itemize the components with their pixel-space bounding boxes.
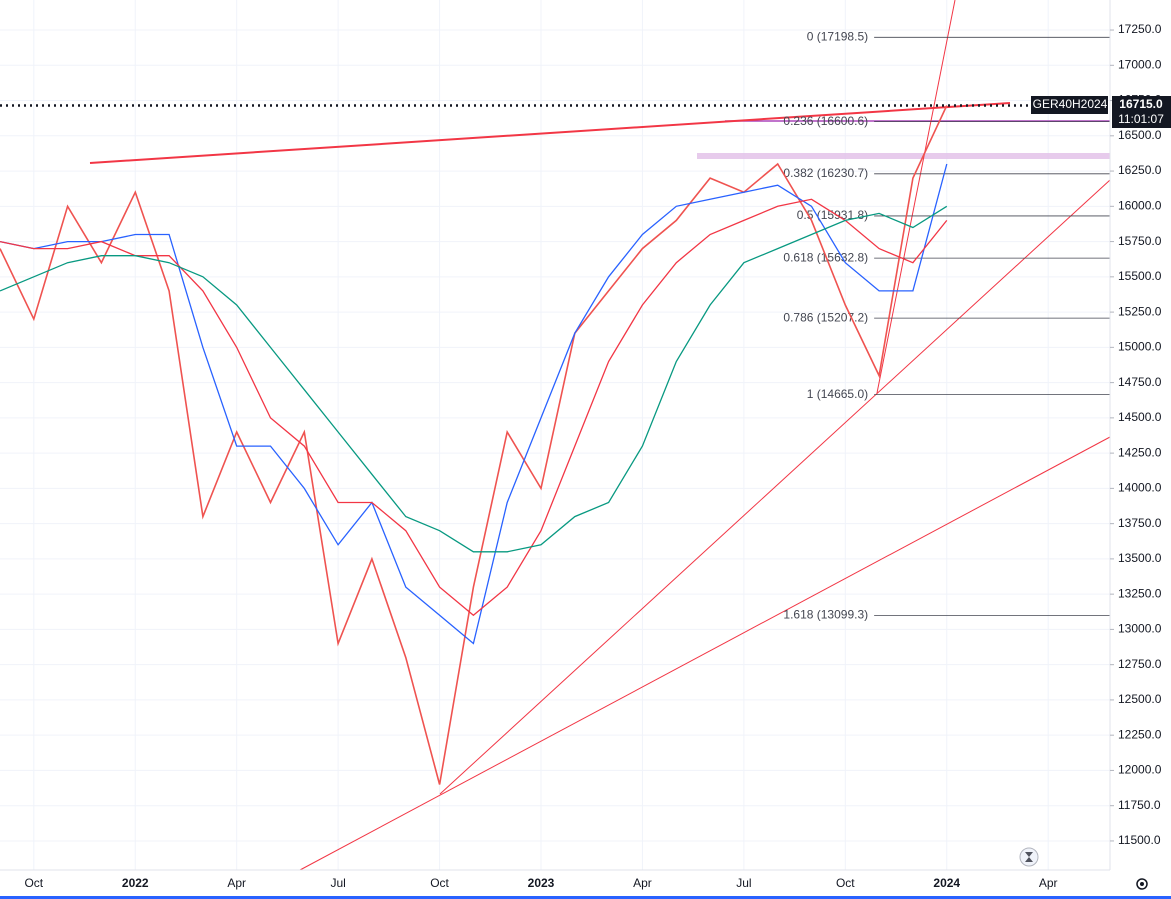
hourglass-icon[interactable] [1019, 847, 1039, 867]
y-tick-label: 15500.0 [1118, 269, 1162, 283]
trendline [439, 179, 1111, 795]
x-tick-label: 2023 [528, 876, 555, 890]
trendline [876, 0, 956, 394]
x-tick-label: Apr [227, 876, 246, 890]
y-tick-label: 14250.0 [1118, 445, 1162, 459]
price-line [0, 105, 948, 785]
zone [697, 153, 1110, 159]
price-box [1112, 96, 1171, 128]
fib-label: 0.786 (15207.2) [783, 310, 868, 324]
bottom-bar [0, 896, 1171, 899]
fib-label: 1.618 (13099.3) [783, 608, 868, 622]
icon [1136, 878, 1148, 890]
moving-average [0, 198, 948, 617]
symbol-tag: GER40H2024 16715.0 11:01:07 [1031, 96, 1171, 128]
symbol-label: GER40H2024 [1033, 97, 1108, 111]
y-tick-label: 14000.0 [1118, 481, 1162, 495]
x-tick-label: 2022 [122, 876, 149, 890]
y-tick-label: 12750.0 [1118, 657, 1162, 671]
y-tick-label: 12500.0 [1118, 692, 1162, 706]
y-tick-label: 13750.0 [1118, 516, 1162, 530]
x-tick-label: Jul [736, 876, 751, 890]
y-tick-label: 14500.0 [1118, 410, 1162, 424]
symbol-box [1031, 96, 1108, 114]
trendline [89, 102, 1011, 164]
y-tick-label: 16250.0 [1118, 163, 1162, 177]
x-tick-label: Oct [430, 876, 449, 890]
axes: 11500.0 11750.0 12000.0 12250.0 12500.0 12750… [24, 22, 1161, 890]
fib-label: 0.382 (16230.7) [783, 166, 868, 180]
y-tick-label: 11500.0 [1118, 833, 1161, 847]
x-tick-label: Jul [330, 876, 345, 890]
y-tick-label: 11750.0 [1118, 798, 1161, 812]
fib-label: 1 (14665.0) [807, 387, 868, 401]
y-tick-label: 15750.0 [1118, 234, 1162, 248]
y-tick-label: 13000.0 [1118, 622, 1162, 636]
y-tick-label: 16500.0 [1118, 128, 1162, 142]
moving-average [0, 205, 948, 553]
y-tick-label: 15000.0 [1118, 340, 1162, 354]
y-tick-label: 17000.0 [1118, 57, 1162, 71]
fib-label: 0.236 (16600.6) [783, 114, 868, 128]
x-tick-label: Oct [836, 876, 855, 890]
icon [1140, 882, 1144, 886]
y-tick-label: 12000.0 [1118, 763, 1162, 777]
fib-label: 0 (17198.5) [807, 29, 868, 43]
icon-bg [1019, 847, 1039, 867]
x-tick-label: Apr [633, 876, 652, 890]
y-tick-label: 13250.0 [1118, 586, 1162, 600]
trendline [299, 436, 1111, 871]
y-tick-label: 16000.0 [1118, 198, 1162, 212]
y-tick-label: 17250.0 [1118, 22, 1162, 36]
y-tick-label: 15250.0 [1118, 304, 1162, 318]
x-tick-label: 2024 [933, 876, 960, 890]
price-label: 16715.0 [1119, 97, 1163, 111]
plot: 0 (17198.5) 0.236 (16600.6) 0.382 (16230.7… [0, 29, 1110, 785]
icon [1025, 852, 1033, 862]
y-tick-label: 13500.0 [1118, 551, 1162, 565]
y-tick-label: 12250.0 [1118, 727, 1162, 741]
x-tick-label: Apr [1039, 876, 1058, 890]
x-tick-label: Oct [24, 876, 43, 890]
y-tick-label: 14750.0 [1118, 375, 1162, 389]
countdown: 11:01:07 [1118, 112, 1164, 126]
settings-icon[interactable] [1136, 878, 1148, 890]
moving-average [0, 163, 948, 645]
